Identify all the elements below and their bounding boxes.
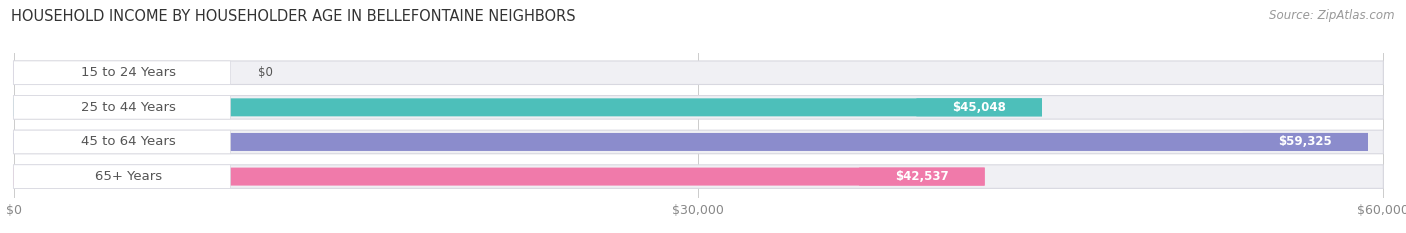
FancyBboxPatch shape bbox=[14, 61, 231, 85]
FancyBboxPatch shape bbox=[14, 133, 1368, 151]
FancyBboxPatch shape bbox=[14, 168, 984, 186]
FancyBboxPatch shape bbox=[1243, 133, 1368, 151]
FancyBboxPatch shape bbox=[14, 165, 231, 188]
Text: 45 to 64 Years: 45 to 64 Years bbox=[82, 135, 176, 148]
Text: $59,325: $59,325 bbox=[1278, 135, 1331, 148]
FancyBboxPatch shape bbox=[917, 98, 1042, 116]
Text: $42,537: $42,537 bbox=[896, 170, 949, 183]
FancyBboxPatch shape bbox=[14, 130, 231, 154]
FancyBboxPatch shape bbox=[14, 61, 1384, 85]
FancyBboxPatch shape bbox=[14, 96, 1384, 119]
Text: 25 to 44 Years: 25 to 44 Years bbox=[82, 101, 176, 114]
Text: $45,048: $45,048 bbox=[952, 101, 1007, 114]
FancyBboxPatch shape bbox=[14, 96, 231, 119]
Text: HOUSEHOLD INCOME BY HOUSEHOLDER AGE IN BELLEFONTAINE NEIGHBORS: HOUSEHOLD INCOME BY HOUSEHOLDER AGE IN B… bbox=[11, 9, 576, 24]
FancyBboxPatch shape bbox=[14, 64, 55, 82]
FancyBboxPatch shape bbox=[14, 165, 1384, 188]
FancyBboxPatch shape bbox=[14, 98, 1042, 116]
FancyBboxPatch shape bbox=[14, 130, 1384, 154]
Text: 65+ Years: 65+ Years bbox=[96, 170, 162, 183]
FancyBboxPatch shape bbox=[859, 168, 984, 186]
Text: $0: $0 bbox=[257, 66, 273, 79]
Text: 15 to 24 Years: 15 to 24 Years bbox=[82, 66, 176, 79]
Text: Source: ZipAtlas.com: Source: ZipAtlas.com bbox=[1270, 9, 1395, 22]
